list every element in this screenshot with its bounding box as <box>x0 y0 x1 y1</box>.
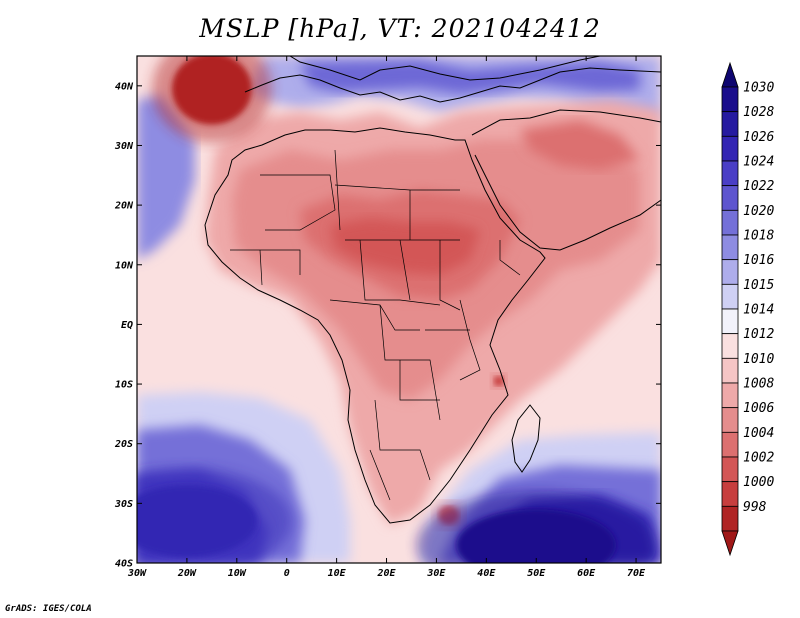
colorbar-swatch <box>721 160 739 187</box>
south-atlantic-high <box>137 485 257 558</box>
colorbar-label: 1024 <box>743 155 774 170</box>
colorbar-label: 1020 <box>743 204 774 219</box>
colorbar-label: 1008 <box>743 377 774 392</box>
lon-tick-label: 30E <box>426 568 446 579</box>
colorbar-swatch <box>721 481 739 507</box>
colorbar-label: 1010 <box>743 352 774 367</box>
colorbar-swatch <box>721 185 739 211</box>
colorbar-label: 1006 <box>743 401 774 416</box>
grads-credit: GrADS: IGES/COLA <box>5 604 92 614</box>
colorbar-swatch <box>721 259 739 285</box>
lat-tick-label: 20N <box>114 201 134 212</box>
colorbar-swatch <box>721 308 739 335</box>
mozambique-channel-low <box>493 376 504 386</box>
azores-high <box>171 56 252 125</box>
lon-tick-label: 30W <box>127 568 147 579</box>
south-indian-high <box>456 509 617 563</box>
coastlines <box>204 56 661 524</box>
lat-tick-label: 30N <box>114 141 134 152</box>
map-title: MSLP [hPa], VT: 2021042412 <box>199 14 601 43</box>
colorbar-label: 1028 <box>743 105 774 120</box>
lon-tick-label: 50E <box>527 568 546 579</box>
colorbar-label: 1030 <box>743 81 774 96</box>
field-mediterranean-core <box>300 60 640 94</box>
colorbar-label: 1016 <box>743 253 774 268</box>
lon-tick-label: 60E <box>577 568 596 579</box>
colorbar-label: 1022 <box>743 179 774 194</box>
colorbar-label: 1002 <box>743 451 774 466</box>
lon-tick-label: 70E <box>627 568 646 579</box>
colorbar-label: 1014 <box>743 303 774 318</box>
plot-frame <box>136 55 662 564</box>
colorbar-swatch <box>721 333 739 359</box>
lon-tick-label: 40E <box>477 568 496 579</box>
field-arabia-low <box>520 120 640 170</box>
colorbar-swatch <box>721 456 739 483</box>
lon-tick-label: 0 <box>284 568 290 579</box>
lat-tick-label: 40S <box>115 559 133 570</box>
colorbar-swatch <box>721 431 739 458</box>
field-continental-1004 <box>330 218 480 275</box>
lat-tick-label: 10N <box>115 260 134 271</box>
europe-coastline <box>244 56 661 103</box>
colorbar-swatch <box>721 357 739 384</box>
lat-tick-label: 40N <box>115 81 134 92</box>
colorbar-min-arrow <box>721 530 739 557</box>
madagascar-coastline <box>511 404 541 473</box>
pressure-centres <box>137 56 656 563</box>
colorbar-swatch <box>721 407 739 433</box>
colorbar-label: 1026 <box>743 130 774 145</box>
lat-tick-label: EQ <box>121 320 133 331</box>
africa-coastline <box>204 127 546 524</box>
colorbar-max-arrow <box>721 61 739 88</box>
colorbar-label: 998 <box>743 500 767 515</box>
colorbar-label: 1015 <box>743 278 774 293</box>
colorbar-swatch <box>721 135 739 162</box>
internal-borders <box>230 149 521 501</box>
lon-tick-label: 10E <box>328 568 347 579</box>
lat-tick-label: 10S <box>115 380 133 391</box>
arabia-coastline <box>471 109 661 251</box>
colorbar-swatch <box>721 209 739 236</box>
colorbar-label: 1012 <box>743 327 774 342</box>
colorbar-swatch <box>721 111 739 137</box>
lon-tick-label: 20W <box>177 568 197 579</box>
colorbar: 1030 1028 1026 1024 1022 1020 1018 1016 1015 1014… <box>721 61 774 557</box>
colorbar-swatch <box>721 86 739 113</box>
field-north-atlantic-blue <box>137 95 195 260</box>
colorbar-label: 1004 <box>743 426 774 441</box>
lat-tick-label: 20S <box>114 439 133 450</box>
colorbar-label: 1018 <box>743 229 774 244</box>
colorbar-swatch <box>721 505 739 532</box>
pressure-field <box>137 56 661 563</box>
axis-ticks: 30W 20W 10W 0 10E 20E 30E 40E 50E 60E 70E 40N 30N 20N… <box>114 56 661 579</box>
colorbar-label: 1000 <box>743 475 774 490</box>
colorbar-swatch <box>721 382 739 409</box>
colorbar-swatch <box>721 283 739 310</box>
lon-tick-label: 20E <box>376 568 396 579</box>
colorbar-swatch <box>721 234 739 261</box>
lon-tick-label: 10W <box>228 568 247 579</box>
lat-tick-label: 30S <box>114 499 133 510</box>
